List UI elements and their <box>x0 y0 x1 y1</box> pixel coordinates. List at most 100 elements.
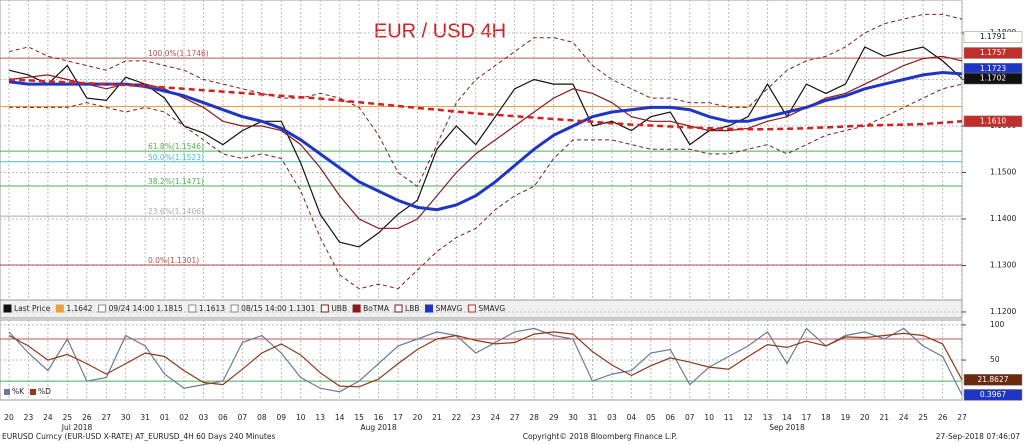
month-label: Aug 2018 <box>360 423 396 432</box>
footer-center: Copyright© 2018 Bloomberg Finance L.P. <box>523 432 678 441</box>
x-tick-label: 01 <box>160 413 170 422</box>
legend-row <box>0 299 963 319</box>
series-line <box>8 70 963 212</box>
legend-swatch <box>230 304 239 313</box>
value-box-label: 1.1610 <box>980 116 1006 125</box>
x-tick-label: 20 <box>860 413 870 422</box>
x-tick-label: 15 <box>354 413 364 422</box>
y-tick-label: 1.1300 <box>990 260 1016 269</box>
x-tick-label: 19 <box>841 413 851 422</box>
series-line <box>8 327 963 396</box>
legend-label: %D <box>38 387 51 396</box>
x-tick-label: 03 <box>607 413 617 422</box>
x-tick-label: 17 <box>802 413 812 422</box>
x-tick-label: 23 <box>24 413 34 422</box>
x-tick-label: 20 <box>4 413 14 422</box>
x-tick-label: 31 <box>140 413 150 422</box>
x-tick-label: 27 <box>510 413 520 422</box>
legend-swatch <box>98 304 107 313</box>
x-tick-label: 10 <box>704 413 714 422</box>
x-tick-label: 03 <box>199 413 209 422</box>
legend-swatch <box>320 304 329 313</box>
fib-label: 50.0%(1.1523) <box>148 153 204 162</box>
x-tick-label: 11 <box>724 413 734 422</box>
y-tick-label: 100 <box>990 320 1005 329</box>
value-box <box>963 47 1023 59</box>
footer-right: 27-Sep-2018 07:46:07 <box>936 432 1020 441</box>
legend-label: SMAVG <box>436 304 463 313</box>
x-tick-label: 25 <box>63 413 73 422</box>
x-tick-label: 02 <box>179 413 189 422</box>
chart-title: EUR / USD 4H <box>374 20 506 42</box>
legend-label: BoTMA <box>363 304 390 313</box>
series-line <box>8 13 963 188</box>
series-line <box>9 83 963 290</box>
x-tick-label: 04 <box>627 413 637 422</box>
x-tick-label: 14 <box>335 413 345 422</box>
legend-label: 08/15 14:00 1.1301 <box>241 304 315 313</box>
value-box <box>963 389 1023 401</box>
x-tick-label: 13 <box>315 413 325 422</box>
value-box-label: 1.1723 <box>980 64 1006 73</box>
legend-swatch <box>4 389 10 395</box>
fib-label: 38.2%(1.1471) <box>148 177 204 186</box>
legend-swatch <box>3 304 12 313</box>
x-tick-label: 06 <box>666 413 676 422</box>
x-tick-label: 21 <box>432 413 442 422</box>
x-tick-label: 13 <box>763 413 773 422</box>
x-tick-label: 31 <box>588 413 598 422</box>
x-tick-label: 18 <box>821 413 831 422</box>
x-tick-label: 16 <box>374 413 384 422</box>
series-line <box>8 46 963 248</box>
series-line <box>8 331 963 388</box>
value-box <box>963 31 1023 43</box>
legend-label: 1.1613 <box>199 304 225 313</box>
x-tick-label: 24 <box>43 413 53 422</box>
x-tick-label: 21 <box>879 413 889 422</box>
x-tick-label: 26 <box>938 413 948 422</box>
legend-label: SMAVG <box>478 304 505 313</box>
x-tick-label: 27 <box>101 413 111 422</box>
x-tick-label: 08 <box>257 413 267 422</box>
legend-label: 09/24 14:00 1.1815 <box>109 304 183 313</box>
legend-label: Last Price <box>14 304 51 313</box>
legend-swatch <box>30 389 37 395</box>
x-tick-label: 27 <box>957 413 967 422</box>
x-tick-label: 14 <box>782 413 792 422</box>
x-tick-label: 07 <box>238 413 248 422</box>
x-tick-label: 22 <box>452 413 462 422</box>
fib-label: 0.0%(1.1301) <box>148 256 199 265</box>
x-tick-label: 07 <box>685 413 695 422</box>
y-tick-label: 1.1400 <box>990 214 1016 223</box>
x-tick-label: 12 <box>743 413 753 422</box>
x-tick-label: 30 <box>568 413 578 422</box>
fib-label: 23.6%(1.1406) <box>148 207 204 216</box>
value-box-label: 0.3967 <box>980 390 1006 399</box>
month-label: Jul 2018 <box>61 423 93 432</box>
value-box <box>963 115 1023 128</box>
legend-label: LBB <box>405 304 419 313</box>
x-tick-label: 23 <box>471 413 481 422</box>
x-tick-label: 28 <box>529 413 539 422</box>
y-tick-label: 1.1200 <box>990 307 1016 316</box>
legend-swatch <box>425 304 433 313</box>
value-box-label: 1.1791 <box>980 32 1006 41</box>
x-tick-label: 20 <box>413 413 423 422</box>
value-box <box>963 72 1023 85</box>
legend-swatch <box>55 304 64 313</box>
x-tick-label: 17 <box>393 413 403 422</box>
x-tick-label: 24 <box>899 413 909 422</box>
fib-label: 100.0%(1.1746) <box>148 49 209 58</box>
value-box-label: 1.1702 <box>980 74 1006 83</box>
x-tick-label: 29 <box>549 413 559 422</box>
value-box <box>963 374 1023 386</box>
value-box-label: 1.1757 <box>980 48 1006 57</box>
y-tick-label: 1.1500 <box>990 167 1016 176</box>
footer-left: EURUSD Curncy (EUR-USD X-RATE) AT_EURUSD… <box>2 432 275 441</box>
x-tick-label: 05 <box>646 413 656 422</box>
x-tick-label: 24 <box>490 413 500 422</box>
legend-swatch <box>394 304 403 313</box>
x-tick-label: 10 <box>296 413 306 422</box>
legend-swatch <box>467 304 476 313</box>
